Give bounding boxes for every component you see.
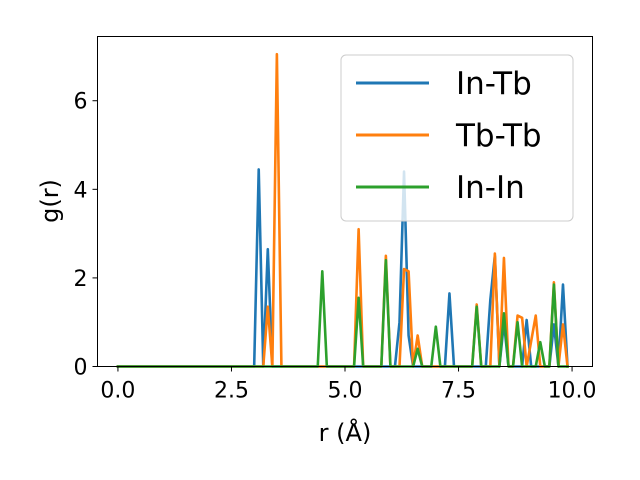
x-tick-label: 2.5 bbox=[214, 379, 249, 404]
y-axis-ticks: 0 2 4 6 bbox=[74, 90, 98, 381]
x-tick-label: 0.0 bbox=[100, 379, 135, 404]
series-line-in-in bbox=[116, 258, 569, 368]
y-tick-label: 6 bbox=[74, 90, 88, 115]
x-axis-ticks: 0.0 2.5 5.0 7.5 10.0 bbox=[100, 366, 597, 404]
x-axis-label: r (Å) bbox=[319, 418, 372, 447]
x-tick-label: 7.5 bbox=[441, 379, 476, 404]
legend-label-in-in: In-In bbox=[456, 170, 525, 206]
legend: In-Tb Tb-Tb In-In bbox=[340, 54, 574, 222]
x-tick-label: 5.0 bbox=[328, 379, 363, 404]
x-tick-label: 10.0 bbox=[548, 379, 597, 404]
y-tick-label: 4 bbox=[74, 178, 88, 203]
y-axis-label: g(r) bbox=[36, 179, 64, 223]
y-tick-label: 2 bbox=[74, 267, 88, 292]
legend-frame bbox=[340, 54, 574, 222]
y-tick-label: 0 bbox=[74, 356, 88, 381]
legend-label-in-tb: In-Tb bbox=[456, 66, 532, 102]
legend-label-tb-tb: Tb-Tb bbox=[455, 118, 542, 154]
